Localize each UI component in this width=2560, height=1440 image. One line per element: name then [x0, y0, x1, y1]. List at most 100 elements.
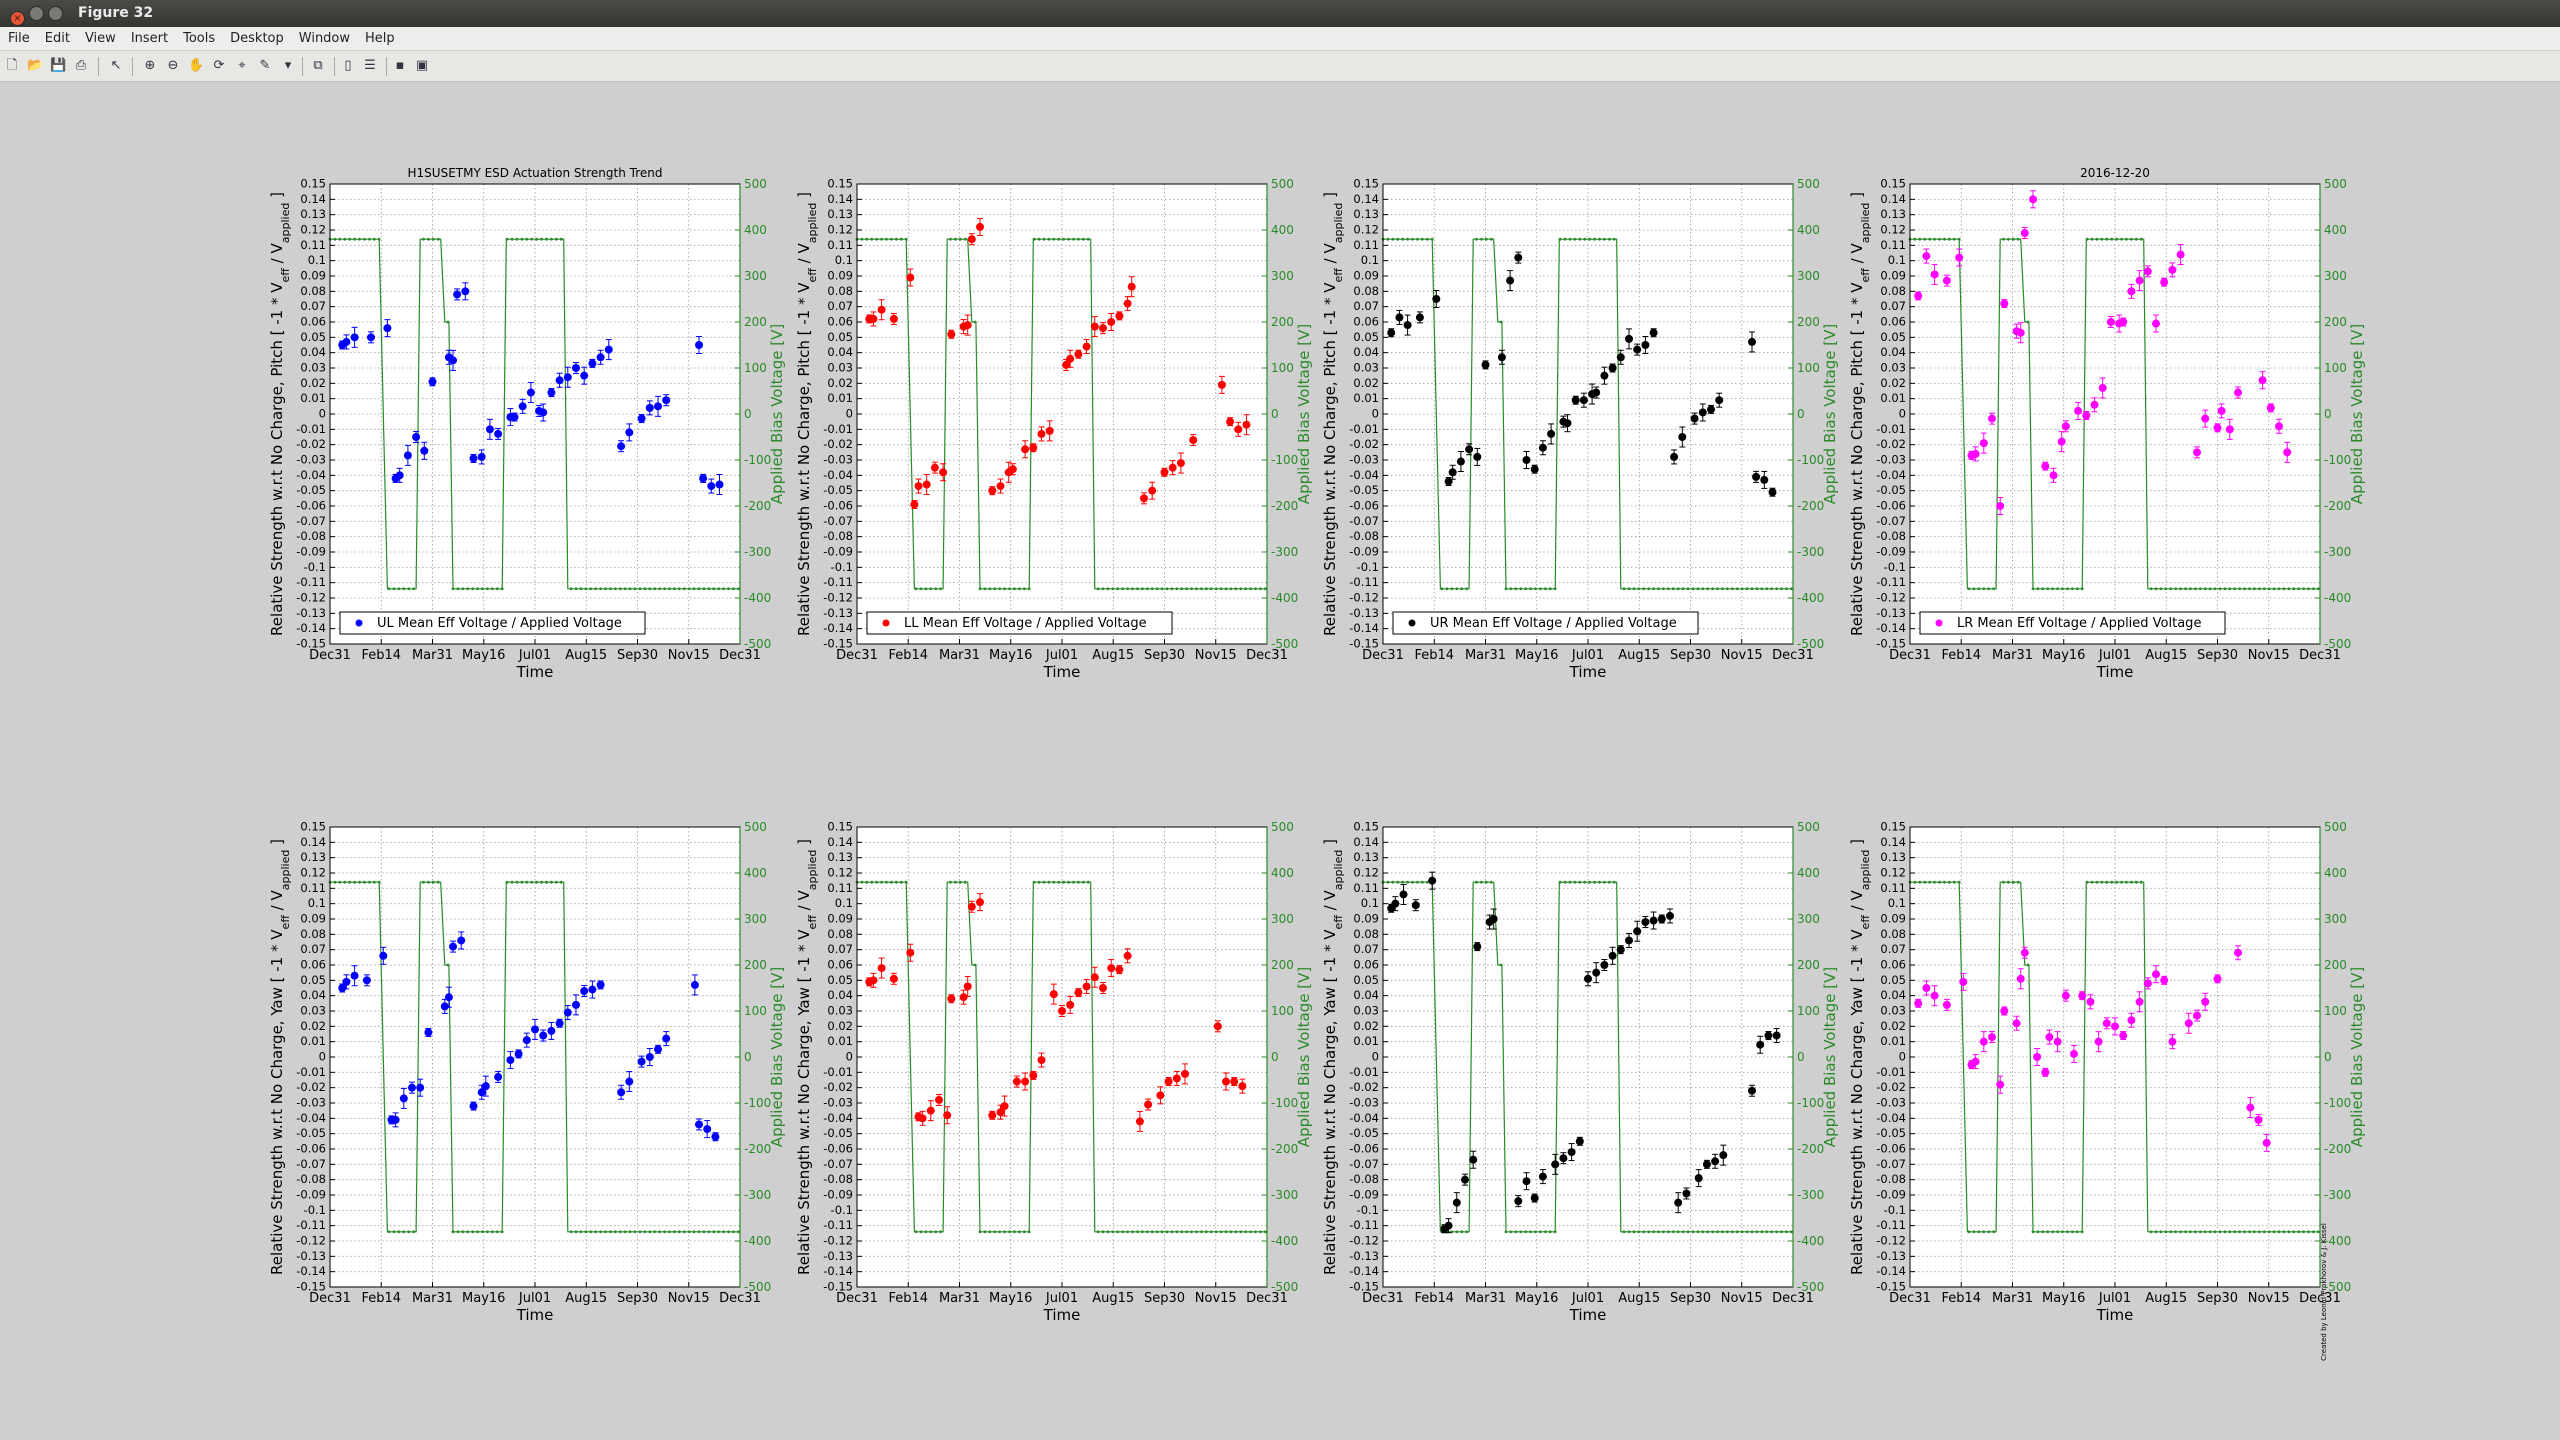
bias-marker — [2085, 237, 2089, 241]
y-tick-label: 0.08 — [300, 927, 326, 941]
bias-marker — [2139, 237, 2143, 241]
hide-plot-tools-icon[interactable]: ▪ — [395, 58, 405, 73]
bias-marker — [2262, 587, 2266, 591]
bias-marker — [1785, 587, 1788, 591]
minimize-window-icon[interactable] — [29, 6, 44, 21]
legend-icon[interactable]: ☰ — [364, 58, 376, 73]
bias-marker — [569, 587, 573, 591]
bias-marker — [653, 587, 657, 591]
menu-view[interactable]: View — [84, 31, 116, 46]
legend-text: LR Mean Eff Voltage / Applied Voltage — [1957, 616, 2201, 631]
bias-marker — [2218, 587, 2222, 591]
data-cursor-icon[interactable]: ⌖ — [238, 58, 246, 73]
y2-tick-label: -100 — [744, 1096, 771, 1110]
pan-icon[interactable]: ✋ — [188, 58, 205, 73]
x-tick-label: Dec31 — [1246, 648, 1288, 663]
print-icon[interactable]: ⎙ — [75, 58, 87, 73]
data-point — [877, 964, 886, 973]
bias-marker — [914, 1230, 918, 1234]
y-tick-label: 0.07 — [300, 299, 326, 313]
data-point — [596, 980, 605, 989]
show-plot-tools-icon[interactable]: ▣ — [415, 58, 429, 73]
menu-file[interactable]: File — [8, 31, 30, 46]
data-point — [2283, 448, 2292, 457]
y-tick-label: -0.01 — [823, 422, 853, 436]
data-point — [539, 1031, 548, 1040]
menu-insert[interactable]: Insert — [130, 31, 169, 46]
y2-tick-label: -400 — [1271, 591, 1298, 605]
y-tick-label: -0.15 — [823, 1280, 853, 1294]
bias-marker — [1013, 587, 1016, 591]
bias-marker — [1676, 587, 1680, 591]
data-point — [1099, 324, 1107, 333]
bias-marker — [397, 1230, 401, 1234]
bias-marker — [1632, 1230, 1636, 1234]
y2-tick-label: 0 — [1797, 1050, 1805, 1064]
x-tick-label: Feb14 — [888, 648, 928, 663]
data-point — [2135, 276, 2144, 285]
bias-marker — [431, 237, 435, 241]
bias-marker — [2051, 1230, 2055, 1234]
data-point — [2266, 403, 2275, 412]
data-point — [2193, 1011, 2201, 1020]
maximize-window-icon[interactable] — [48, 6, 63, 21]
bias-marker — [875, 880, 879, 884]
bias-marker — [1721, 1230, 1724, 1234]
data-point — [1226, 417, 1235, 426]
link-plot-icon[interactable]: ⧉ — [313, 58, 323, 73]
link-icon[interactable]: ▾ — [284, 58, 292, 73]
close-window-icon[interactable]: × — [10, 11, 25, 26]
rotate-icon[interactable]: ⟳ — [213, 58, 225, 73]
zoom-out-icon[interactable]: ⊖ — [167, 58, 179, 73]
bias-marker — [2184, 1230, 2187, 1234]
bias-marker — [613, 1230, 617, 1234]
y-tick-label: -0.12 — [823, 1234, 853, 1248]
bias-marker — [1165, 587, 1169, 591]
x-tick-label: Sep30 — [1670, 648, 1711, 663]
menu-window[interactable]: Window — [298, 31, 351, 46]
save-icon[interactable]: 💾 — [50, 58, 67, 73]
menu-tools[interactable]: Tools — [183, 31, 216, 46]
menu-help[interactable]: Help — [365, 31, 395, 46]
data-point — [1099, 984, 1107, 992]
y2-tick-label: 500 — [1271, 820, 1294, 834]
new-figure-icon[interactable]: 🗋 — [6, 58, 18, 73]
chart-title: 2016-12-20 — [2080, 166, 2150, 180]
open-icon[interactable]: 📂 — [27, 58, 44, 73]
y2-tick-label: -400 — [744, 1234, 771, 1248]
data-point — [469, 1102, 478, 1111]
pointer-icon[interactable]: ↖ — [110, 58, 122, 73]
y2-tick-label: -200 — [1271, 1142, 1298, 1156]
y2-tick-label: -300 — [2324, 1188, 2351, 1202]
bias-marker — [2277, 587, 2281, 591]
data-point — [2102, 1019, 2111, 1028]
data-point — [1148, 486, 1157, 495]
y-tick-label: -0.13 — [1349, 606, 1379, 620]
data-point — [526, 388, 535, 397]
data-point — [2041, 462, 2050, 471]
y-tick-label: 0.11 — [1353, 881, 1379, 895]
y-tick-label: -0.03 — [1876, 1096, 1906, 1110]
y2-tick-label: 0 — [2324, 407, 2332, 421]
x-tick-label: Aug15 — [2145, 1291, 2187, 1306]
data-point — [555, 376, 564, 385]
bias-marker — [338, 237, 342, 241]
menu-edit[interactable]: Edit — [44, 31, 70, 46]
bias-marker — [1534, 587, 1537, 591]
bias-marker — [456, 587, 460, 591]
bias-marker — [1789, 1230, 1793, 1234]
y2-tick-label: 100 — [1797, 361, 1820, 375]
bias-marker — [372, 237, 376, 241]
bias-marker — [348, 880, 352, 884]
brush-icon[interactable]: ✎ — [259, 58, 271, 73]
zoom-in-icon[interactable]: ⊕ — [144, 58, 156, 73]
colorbar-icon[interactable]: ▯ — [344, 58, 352, 73]
data-point — [1698, 408, 1707, 417]
menu-desktop[interactable]: Desktop — [230, 31, 284, 46]
bias-marker — [1126, 1230, 1129, 1234]
y-tick-label: 0.11 — [827, 881, 853, 895]
bias-marker — [1514, 1230, 1518, 1234]
bias-marker — [1676, 1230, 1680, 1234]
data-point — [1608, 364, 1617, 372]
bias-marker — [456, 1230, 460, 1234]
